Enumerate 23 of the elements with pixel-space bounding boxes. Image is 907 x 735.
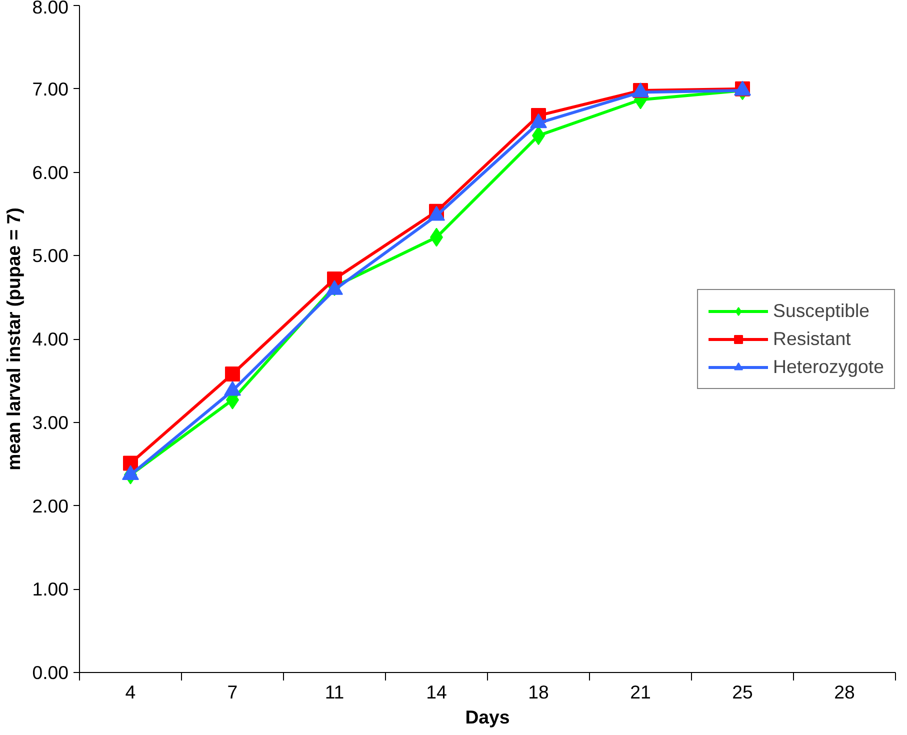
x-tick-label: 28 <box>834 682 855 702</box>
y-tick-label: 0.00 <box>32 662 68 683</box>
x-tick-label: 25 <box>732 682 753 702</box>
x-tick-label: 14 <box>426 682 447 702</box>
x-tick-label: 4 <box>125 682 136 702</box>
legend-label: Resistant <box>773 328 851 350</box>
x-tick-label: 21 <box>630 682 651 702</box>
y-tick-label: 3.00 <box>32 412 68 433</box>
point <box>225 366 240 382</box>
y-tick-label: 4.00 <box>32 328 68 350</box>
y-tick-label: 1.00 <box>32 578 68 600</box>
y-tick-label: 5.00 <box>32 245 68 266</box>
x-tick-label: 18 <box>528 682 549 702</box>
legend-label: Susceptible <box>773 300 870 322</box>
x-tick-label: 7 <box>227 682 238 702</box>
y-tick-label: 6.00 <box>32 162 68 183</box>
y-axis-title: mean larval instar (pupae = 7) <box>3 208 24 470</box>
x-tick-label: 11 <box>324 682 344 702</box>
y-tick-label: 2.00 <box>32 495 68 516</box>
legend-label: Heterozygote <box>773 356 884 378</box>
y-tick-label: 7.00 <box>32 78 68 100</box>
y-tick-label: 8.00 <box>32 0 68 18</box>
x-axis-title: Days <box>465 706 510 728</box>
